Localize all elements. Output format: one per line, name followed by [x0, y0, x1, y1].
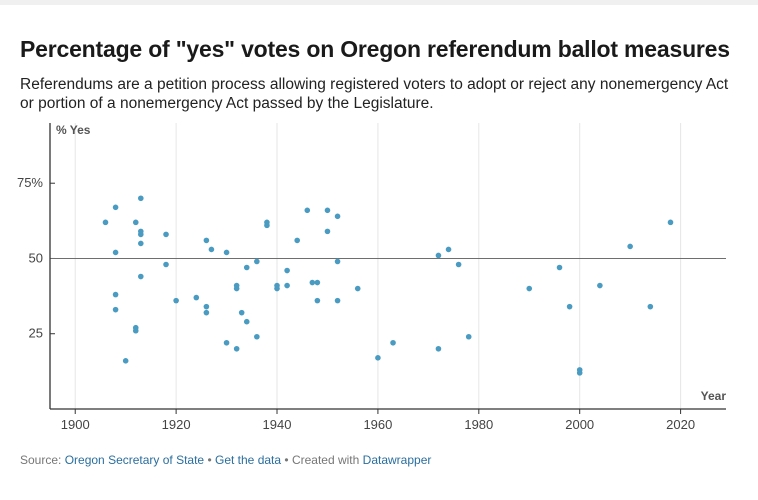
data-point [112, 306, 119, 313]
x-tick-label: 1980 [464, 417, 493, 432]
scatter-chart: 1900 1920 1940 1960 1980 2000 2020 25 50 75% % Yes… [17, 123, 726, 432]
data-point [334, 258, 341, 265]
footer: Source: Oregon Secretary of State • Get … [20, 453, 431, 467]
source-link[interactable]: Oregon Secretary of State [64, 453, 205, 467]
data-point [566, 303, 573, 310]
created-with-label: Created with [291, 453, 360, 467]
data-point [264, 222, 270, 229]
data-point [112, 204, 119, 211]
data-point [112, 249, 119, 256]
x-tick-label: 1940 [263, 417, 292, 432]
data-point [314, 279, 321, 286]
data-point [324, 228, 331, 235]
data-point [132, 219, 139, 226]
data-point [576, 370, 583, 376]
data-point [354, 285, 361, 292]
data-point [163, 261, 169, 268]
data-point [233, 345, 240, 352]
data-point [138, 273, 144, 280]
data-point [284, 282, 290, 289]
data-point [193, 294, 200, 301]
data-point [112, 291, 119, 298]
source-label: Source: [20, 453, 62, 467]
points-layer [102, 195, 674, 376]
data-point [203, 303, 210, 310]
data-point [138, 231, 144, 238]
grid-layer [74, 123, 682, 409]
data-point [667, 219, 674, 226]
data-point [223, 339, 230, 346]
data-point [274, 285, 280, 292]
data-point [455, 261, 462, 268]
data-point [173, 297, 179, 304]
datawrapper-link[interactable]: Datawrapper [362, 453, 432, 467]
footer-separator: • [207, 453, 212, 467]
data-point [233, 285, 240, 292]
data-point [223, 249, 230, 256]
y-tick-label: 75% [17, 175, 43, 190]
data-point [203, 309, 210, 316]
data-point [122, 358, 129, 364]
data-point [627, 243, 633, 250]
y-tick-label: 25 [29, 326, 43, 341]
data-point [132, 327, 139, 334]
data-point [163, 231, 169, 238]
data-point [435, 252, 442, 259]
data-point [324, 207, 331, 214]
footer-separator: • [284, 453, 289, 467]
data-point [309, 279, 316, 286]
data-point [435, 345, 442, 352]
data-point [243, 318, 250, 325]
data-point [314, 297, 321, 304]
data-point [334, 297, 341, 304]
data-point [597, 282, 603, 289]
x-tick-label: 1920 [162, 417, 191, 432]
data-point [526, 285, 533, 292]
data-point [375, 355, 381, 361]
data-point [334, 213, 341, 220]
chart-subtitle: Referendums are a petition process allow… [20, 76, 729, 112]
axis-layer [49, 123, 726, 414]
chart-title: Percentage of "yes" votes on Oregon refe… [20, 36, 730, 62]
data-point [465, 333, 472, 340]
data-point [138, 195, 144, 202]
data-point [390, 339, 396, 346]
data-point [254, 333, 260, 340]
data-point [647, 303, 654, 310]
x-tick-label: 2000 [565, 417, 594, 432]
data-point [238, 309, 245, 316]
y-axis-title: % Yes [56, 123, 91, 137]
get-data-link[interactable]: Get the data [215, 453, 282, 467]
x-tick-label: 1960 [363, 417, 392, 432]
label-layer: 1900 1920 1940 1960 1980 2000 2020 25 50 75% % Yes… [17, 123, 726, 432]
data-point [208, 246, 215, 253]
data-point [102, 219, 109, 226]
data-point [304, 207, 311, 214]
data-point [254, 258, 260, 265]
data-point [284, 267, 290, 274]
data-point [556, 264, 563, 271]
data-point [445, 246, 452, 253]
top-bar [0, 0, 758, 5]
data-point [203, 237, 210, 244]
data-point [138, 240, 144, 247]
x-tick-label: 1900 [61, 417, 90, 432]
x-axis-title: Year [701, 389, 727, 403]
y-tick-label: 50 [29, 250, 43, 265]
x-tick-label: 2020 [666, 417, 695, 432]
data-point [243, 264, 250, 271]
data-point [294, 237, 300, 244]
